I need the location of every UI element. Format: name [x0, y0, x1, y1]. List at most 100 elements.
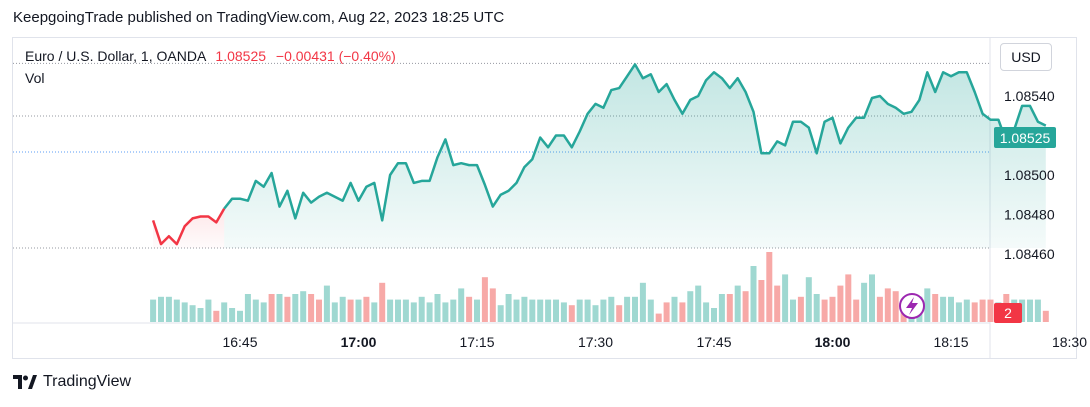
volume-bar	[861, 282, 868, 322]
area-layer	[153, 64, 1046, 249]
volume-bar	[229, 308, 236, 322]
volume-bar	[955, 302, 962, 322]
volume-bar	[181, 302, 188, 322]
volume-bar	[758, 280, 765, 322]
volume-bar	[363, 296, 370, 322]
volume-bar	[948, 296, 954, 322]
volume-layer	[150, 252, 1049, 322]
volume-bar	[505, 294, 512, 322]
footer-brand: TradingView	[43, 373, 132, 390]
currency-button[interactable]: USD	[1000, 43, 1052, 71]
volume-bar	[616, 305, 623, 322]
volume-bar	[821, 299, 828, 322]
volume-bar	[347, 299, 354, 322]
volume-bar	[734, 285, 741, 322]
price-change: −0.00431 (−0.40%)	[275, 48, 396, 64]
volume-bar	[489, 288, 496, 322]
volume-bar	[742, 291, 749, 322]
volume-bar	[853, 299, 860, 322]
volume-bar	[316, 299, 322, 322]
volume-bar	[695, 285, 702, 322]
volume-indicator-label: Vol	[25, 70, 45, 86]
volume-bar	[1019, 299, 1026, 322]
volume-bar	[537, 299, 544, 322]
volume-bar	[450, 299, 457, 322]
price-line-up	[223, 63, 1047, 222]
volume-bar	[165, 296, 172, 322]
volume-bar	[687, 291, 694, 322]
publisher-caption: KeepgoingTrade published on TradingView.…	[13, 9, 505, 26]
volume-bar	[624, 296, 631, 322]
volume-bar	[553, 299, 559, 322]
volume-bar	[205, 299, 212, 322]
volume-bar	[568, 305, 575, 322]
volume-bar	[971, 302, 978, 322]
volume-bar	[718, 294, 725, 322]
volume-bar	[726, 294, 733, 322]
volume-bar	[474, 299, 480, 322]
volume-bar	[158, 296, 164, 322]
volume-bar	[671, 296, 678, 322]
volume-bar	[576, 299, 583, 322]
volume-bar	[639, 282, 646, 322]
volume-bar	[150, 299, 157, 322]
current-price-tag	[994, 127, 1056, 148]
volume-bar	[442, 302, 449, 322]
volume-bar	[663, 302, 670, 322]
volume-bar	[387, 299, 394, 322]
volume-bar	[655, 313, 662, 322]
volume-bar	[750, 266, 757, 322]
volume-bar	[481, 277, 488, 322]
volume-bar	[987, 299, 994, 322]
volume-bar	[813, 294, 820, 322]
axis-layer: 1.085401.085201.085001.084801.0846016:45…	[222, 88, 1087, 350]
chart-frame	[12, 37, 1077, 359]
volume-bar	[774, 285, 781, 322]
volume-bar	[924, 288, 931, 322]
volume-bar	[766, 252, 773, 322]
volume-bar	[252, 299, 259, 322]
lightning-icon[interactable]	[899, 293, 925, 319]
volume-bar	[237, 310, 243, 322]
symbol-legend: Euro / U.S. Dollar, 1, OANDA 1.08525 −0.…	[25, 48, 396, 64]
volume-bar	[940, 296, 947, 322]
volume-bar	[426, 302, 433, 322]
volume-bar	[884, 288, 891, 322]
volume-bar	[292, 294, 299, 322]
volume-bar	[600, 299, 607, 322]
y-tick-label: 1.08500	[1004, 167, 1055, 183]
volume-bar	[805, 277, 812, 322]
volume-bar	[711, 308, 717, 322]
volume-bar	[323, 285, 330, 322]
volume-bar	[560, 302, 567, 322]
volume-bar	[979, 299, 986, 322]
x-tick-label: 17:00	[341, 334, 377, 350]
volume-bar	[339, 296, 346, 322]
volume-bar	[837, 285, 844, 322]
volume-bar	[221, 302, 228, 322]
volume-bar	[632, 296, 638, 322]
volume-bar	[308, 294, 315, 322]
volume-bar	[703, 302, 710, 322]
volume-bar	[592, 305, 599, 322]
volume-bar	[466, 296, 473, 322]
tradingview-logo: TradingView	[13, 373, 131, 391]
lightning-icon-bolt	[906, 297, 918, 315]
volume-bar	[790, 299, 796, 322]
volume-bar	[244, 294, 251, 322]
x-tick-label: 17:45	[696, 334, 731, 350]
volume-bar	[189, 305, 196, 322]
x-tick-label: 17:15	[459, 334, 494, 350]
volume-bar	[371, 302, 378, 322]
line-layer	[151, 63, 1047, 246]
volume-bar	[355, 299, 362, 322]
y-tick-label: 1.08480	[1004, 207, 1055, 223]
volume-bar	[521, 296, 528, 322]
volume-bar	[845, 274, 852, 322]
volume-bar	[1042, 310, 1049, 322]
volume-badge-label: 2	[1004, 305, 1012, 321]
x-tick-label: 18:00	[815, 334, 851, 350]
volume-bar	[268, 294, 275, 322]
symbol-name: Euro / U.S. Dollar, 1, OANDA	[25, 48, 206, 64]
